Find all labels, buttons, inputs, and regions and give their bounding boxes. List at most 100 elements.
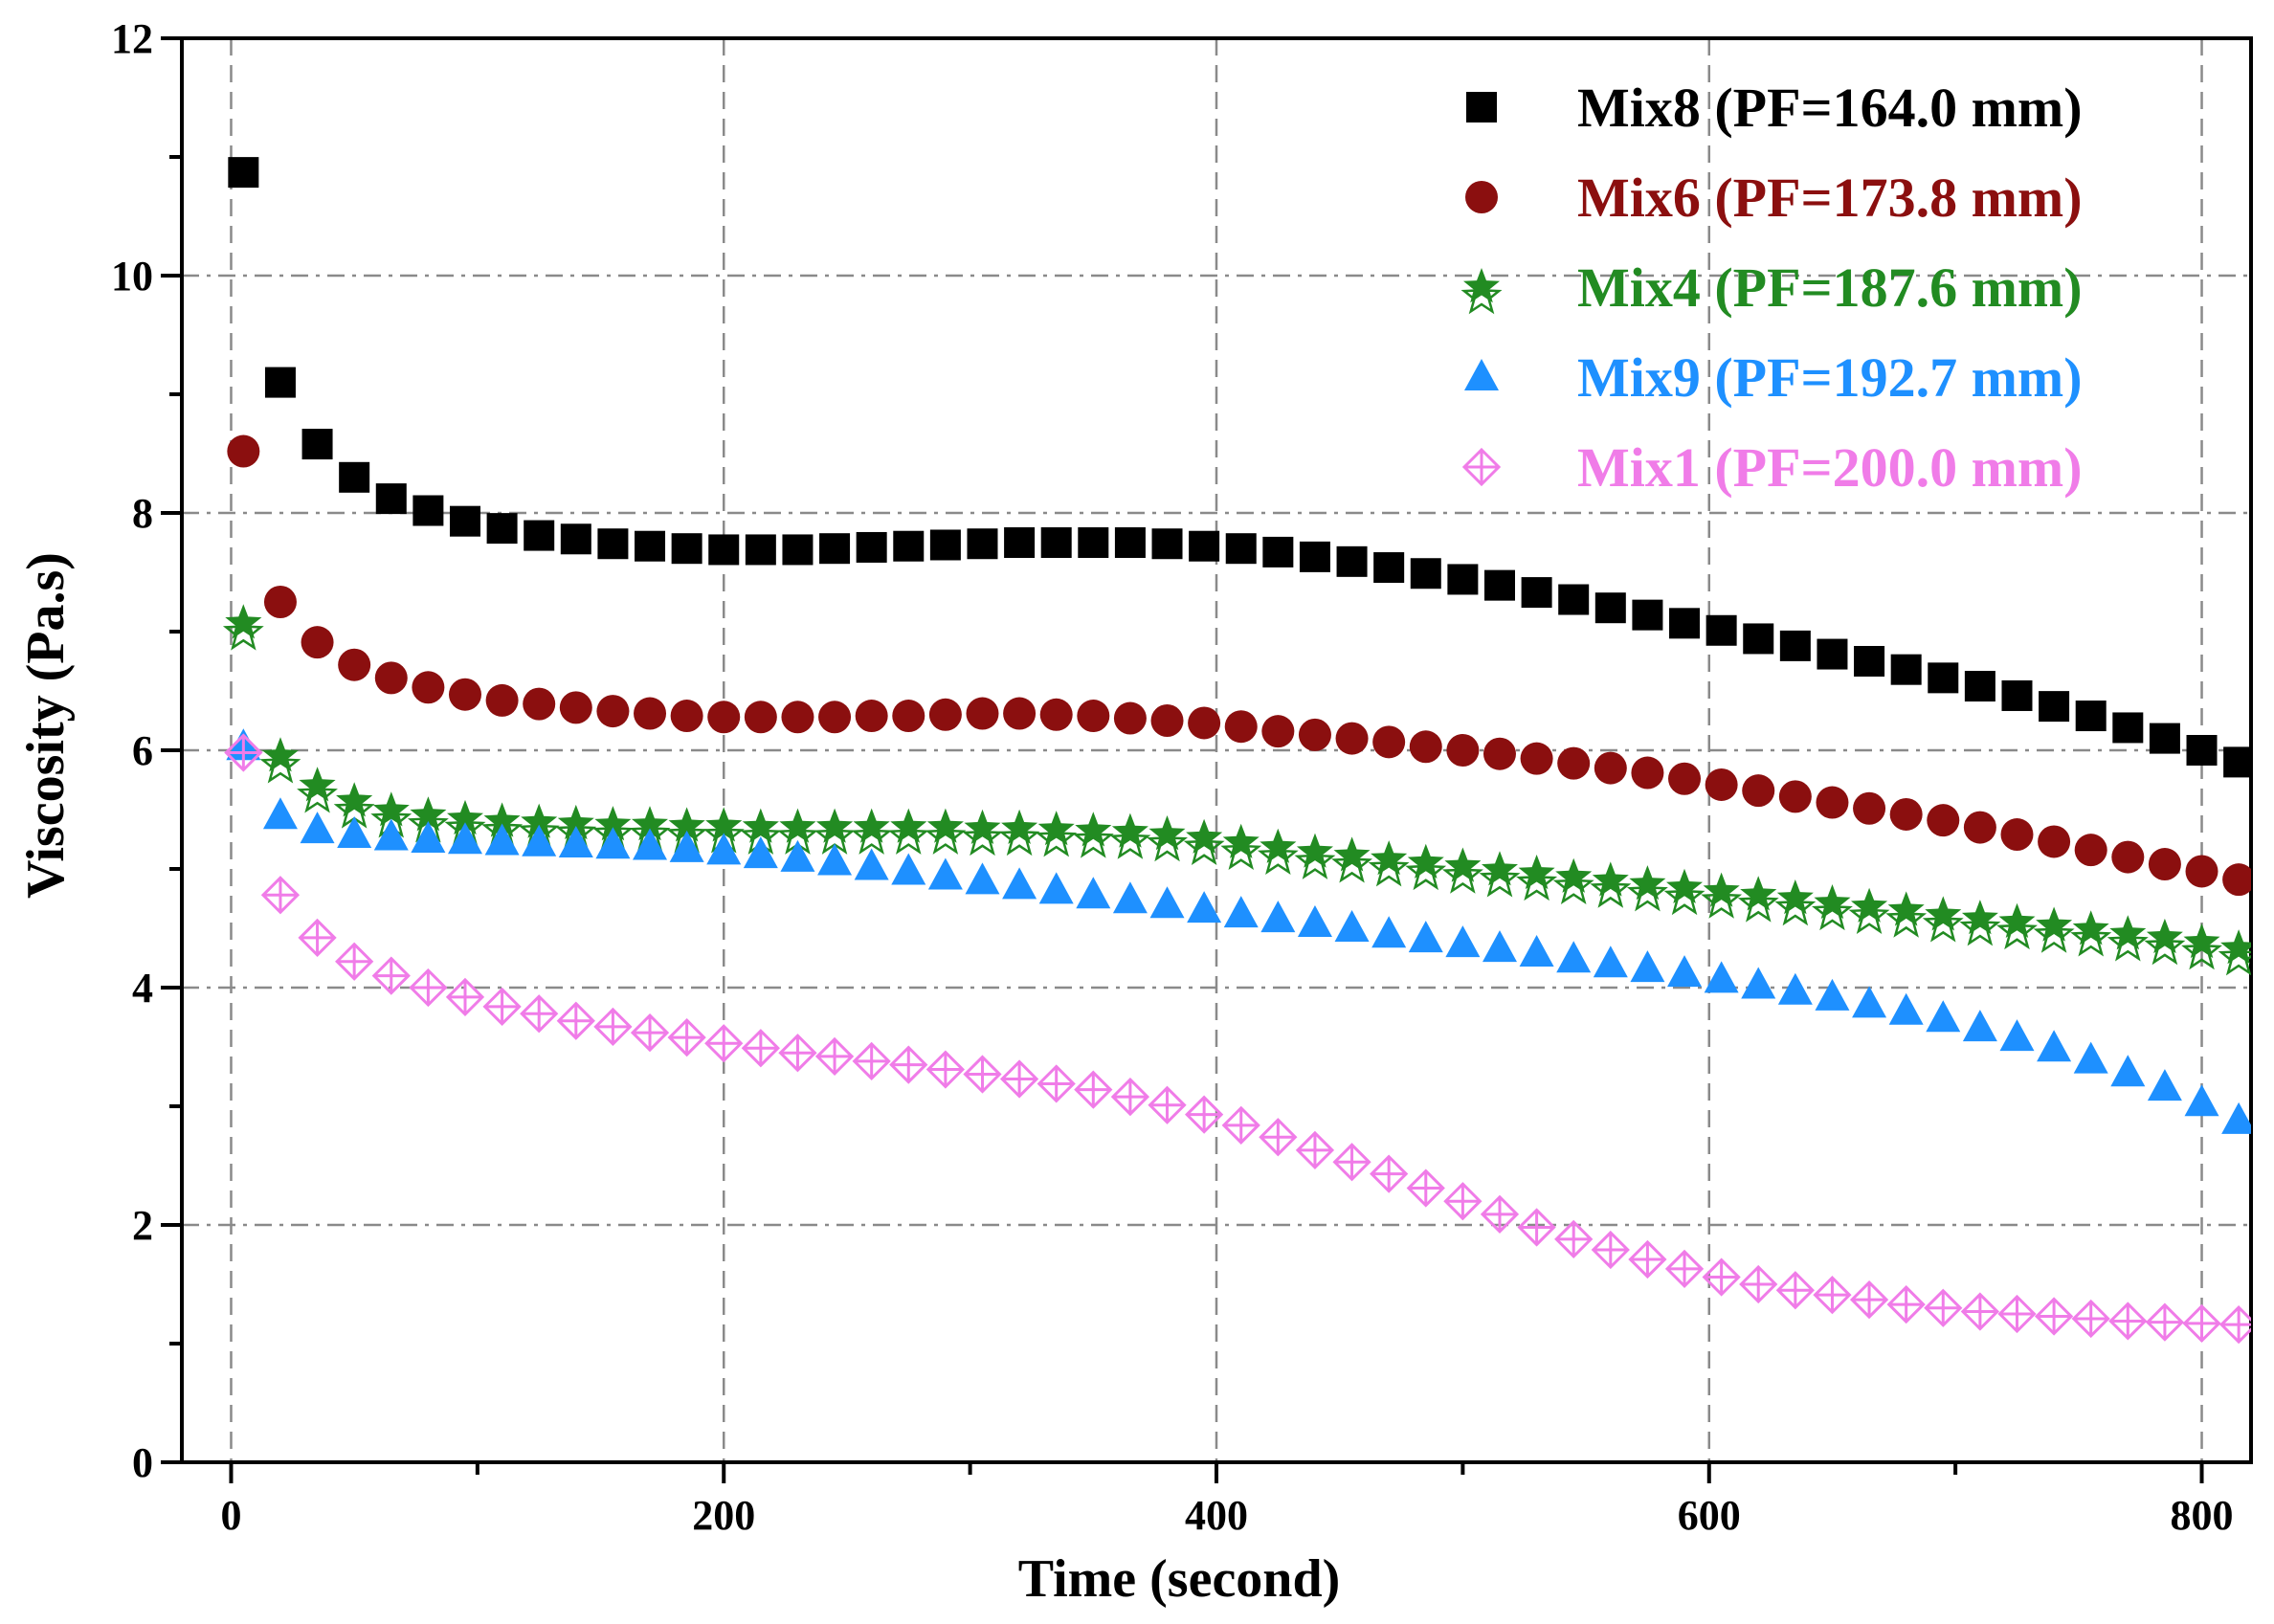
mix1-point xyxy=(1702,1257,1741,1297)
mix1-point xyxy=(1332,1143,1371,1182)
mix4-series xyxy=(222,604,2251,976)
mix6-point xyxy=(1927,804,1960,837)
y-tick-label: 10 xyxy=(111,253,153,300)
mix8-point xyxy=(1521,577,1552,609)
mix4-point xyxy=(1812,884,1853,931)
y-tick-label: 12 xyxy=(111,15,153,62)
mix6-point xyxy=(2222,863,2251,897)
mix1-point xyxy=(2145,1302,2185,1342)
legend-mix8-point xyxy=(1466,92,1497,122)
mix8-point xyxy=(264,367,296,398)
legend-item-mix8: Mix8 (PF=164.0 mm) xyxy=(1466,77,2083,139)
mix1-point xyxy=(409,968,448,1008)
mix1-point xyxy=(1370,1154,1409,1193)
mix8-point xyxy=(1004,527,1036,558)
legend-item-mix1: Mix1 (PF=200.0 mm) xyxy=(1461,436,2083,499)
mix9-point xyxy=(1777,972,1813,1005)
mix1-point xyxy=(1813,1276,1852,1315)
mix1-point xyxy=(2071,1299,2110,1339)
mix6-point xyxy=(263,586,297,618)
mix1-point xyxy=(2108,1301,2148,1341)
mix6-point xyxy=(301,626,334,659)
mix9-point xyxy=(2184,1084,2219,1117)
mix1-point xyxy=(1886,1284,1926,1324)
mix6-point xyxy=(928,698,962,731)
legend: Mix8 (PF=164.0 mm) Mix6 (PF=173.8 mm) Mix4… xyxy=(1460,77,2083,499)
mix1-point xyxy=(1110,1077,1150,1117)
mix9-point xyxy=(1704,961,1739,993)
mix4-point xyxy=(1147,815,1189,862)
mix8-point xyxy=(1779,630,1811,661)
mix1-point xyxy=(889,1045,928,1084)
mix8-point xyxy=(375,483,407,515)
mix8-point xyxy=(524,520,555,551)
mix8-point xyxy=(1410,558,1441,590)
mix4-point xyxy=(1663,868,1706,916)
mix8-point xyxy=(2186,735,2218,766)
mix4-point xyxy=(2033,906,2075,953)
mix6-point xyxy=(1631,756,1664,790)
mix4-point xyxy=(1183,818,1225,865)
legend-label: Mix1 (PF=200.0 mm) xyxy=(1577,436,2083,499)
mix9-point xyxy=(1187,891,1222,923)
mix6-point xyxy=(1446,734,1480,767)
mix6-point xyxy=(2148,848,2181,881)
legend-mix9-point xyxy=(1464,359,1499,390)
mix9-point xyxy=(1223,896,1259,928)
mix6-point xyxy=(374,661,408,695)
mix1-point xyxy=(260,876,301,915)
mix4-point xyxy=(2070,910,2112,957)
mix4-point xyxy=(1626,865,1668,912)
mix6-point xyxy=(559,691,592,724)
mix4-point xyxy=(259,737,301,784)
mix8-point xyxy=(1558,584,1590,615)
mix6-point xyxy=(892,700,925,733)
mix9-point xyxy=(669,830,704,862)
mix9-point xyxy=(2110,1055,2146,1087)
y-tick-label: 2 xyxy=(132,1202,153,1249)
y-tick-label: 6 xyxy=(132,727,153,774)
mix6-point xyxy=(2038,825,2071,858)
legend-label: Mix4 (PF=187.6 mm) xyxy=(1577,256,2083,319)
x-tick-label: 200 xyxy=(692,1492,755,1539)
mix4-point xyxy=(1441,847,1483,894)
mix4-point xyxy=(1922,896,1964,943)
mix8-point xyxy=(597,528,629,560)
mix9-point xyxy=(854,848,889,880)
mix1-point xyxy=(741,1029,780,1068)
mix9-point xyxy=(1962,1010,1997,1042)
mix9-point xyxy=(1630,950,1665,983)
mix8-point xyxy=(1964,671,1995,702)
mix1-point xyxy=(2182,1303,2221,1344)
mix8-point xyxy=(967,528,998,560)
mix1-point xyxy=(1480,1194,1520,1234)
mix4-point xyxy=(1848,887,1890,934)
mix1-point xyxy=(593,1007,633,1047)
mix4-point xyxy=(1737,876,1779,923)
mix8-point xyxy=(301,429,333,460)
mix8-point xyxy=(1373,552,1405,584)
mix8-point xyxy=(819,533,851,565)
mix1-point xyxy=(2034,1297,2074,1336)
mix8-point xyxy=(745,534,776,566)
mix6-point xyxy=(1150,704,1184,737)
mix1-point xyxy=(999,1059,1039,1099)
plot-area xyxy=(222,157,2251,1345)
mix6-point xyxy=(1963,811,1996,844)
mix1-point xyxy=(1775,1271,1815,1310)
mix6-point xyxy=(1742,774,1775,808)
mix1-point xyxy=(482,987,522,1026)
mix1-point xyxy=(371,956,411,995)
mix1-point xyxy=(1591,1230,1630,1270)
mix9-point xyxy=(633,828,668,860)
mix8-point xyxy=(1262,536,1294,567)
mix1-point xyxy=(1295,1130,1335,1170)
mix4-point xyxy=(851,808,893,855)
mix4-point xyxy=(1959,900,2001,946)
mix1-point xyxy=(556,1001,595,1040)
mix8-point xyxy=(893,530,925,562)
mix6-point xyxy=(1483,737,1516,770)
mix9-point xyxy=(1667,955,1703,988)
mix8-point xyxy=(1078,527,1109,558)
mix9-point xyxy=(1593,945,1628,978)
